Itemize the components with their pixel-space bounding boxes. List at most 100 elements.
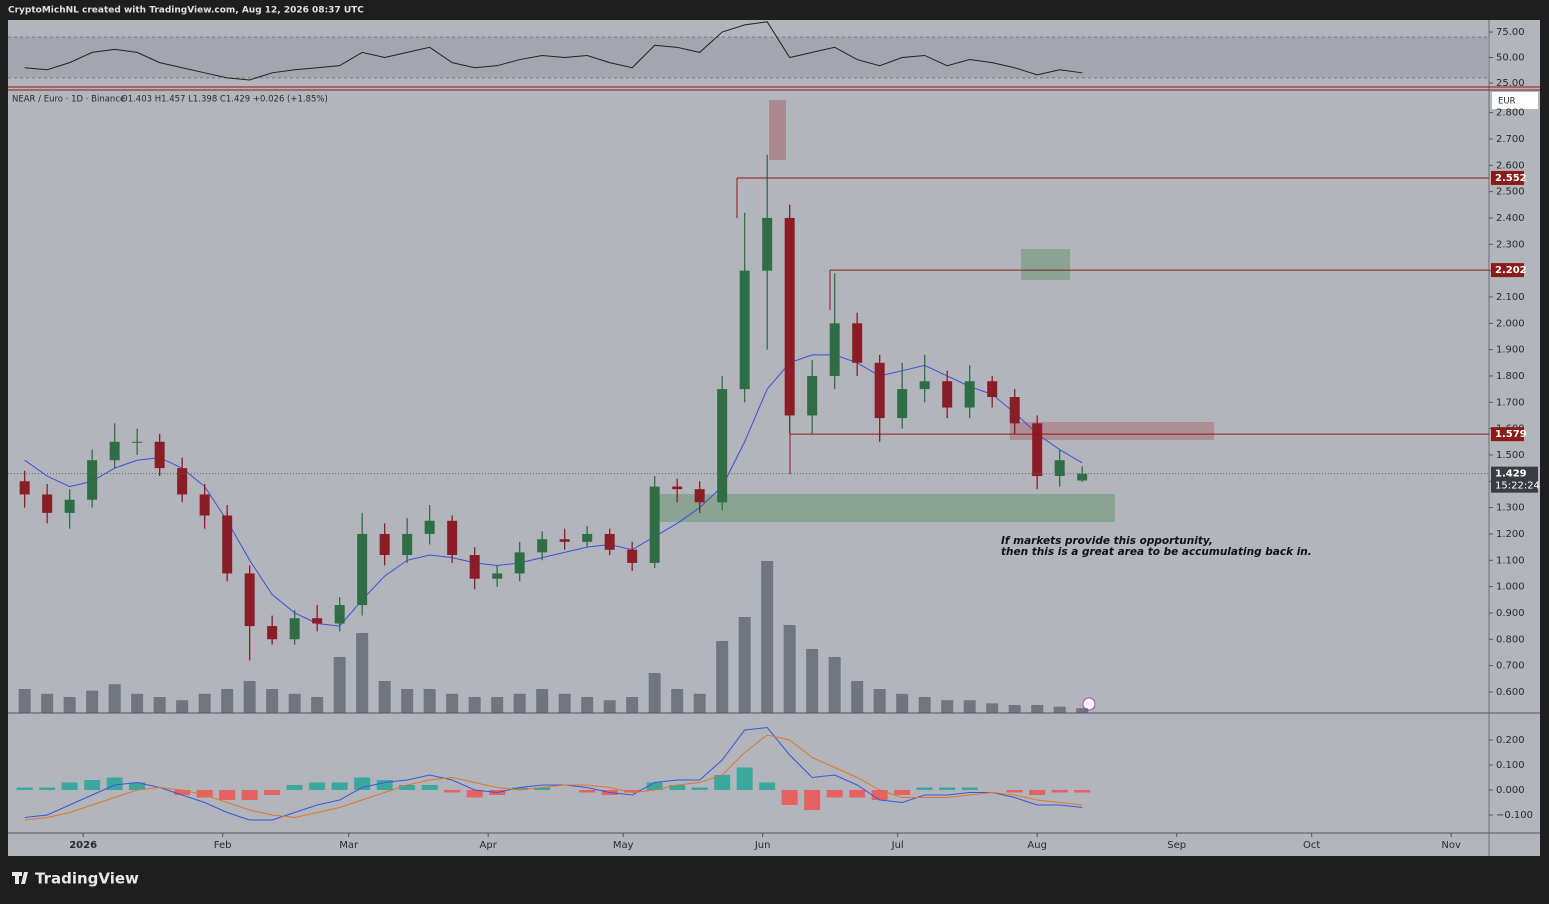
volume-bar [108, 684, 121, 713]
volume-bar [86, 690, 99, 713]
candle-body [357, 533, 368, 606]
macd-histogram [916, 787, 933, 790]
candle-body [334, 605, 345, 624]
macd-histogram [714, 775, 731, 790]
annotation: If markets provide this opportunity, [1001, 535, 1213, 547]
volume-bar [176, 700, 189, 713]
currency: EUR [1498, 97, 1516, 107]
candle-body [852, 323, 863, 363]
macd-histogram [444, 790, 461, 793]
macd-histogram [61, 782, 78, 790]
zone-box [1010, 422, 1214, 440]
candle-body [762, 217, 773, 271]
price-label: 1.429 [1495, 469, 1527, 480]
y-tick-label: 2.700 [1496, 134, 1525, 145]
candle-body [222, 515, 233, 574]
macd-histogram [939, 787, 956, 790]
volume-bar [626, 697, 639, 713]
y-tick-label: 0.100 [1496, 760, 1525, 771]
zone-box [650, 494, 1115, 522]
y-tick-label: 0.800 [1496, 634, 1525, 645]
x-tick-label: Aug [1027, 840, 1047, 851]
x-tick-label: May [613, 840, 634, 851]
volume-bar [153, 697, 166, 713]
candle-body [379, 533, 390, 556]
volume-bar [806, 649, 819, 713]
macd-histogram [1006, 790, 1023, 793]
volume-bar [761, 561, 774, 713]
y-tick-label: 1.200 [1496, 529, 1525, 540]
y-tick-label: 0.700 [1496, 661, 1525, 672]
signal-line [24, 734, 1083, 821]
volume-bar [221, 689, 234, 713]
candle-body [402, 533, 413, 556]
volume-bar [783, 625, 796, 713]
volume-bar [333, 657, 346, 713]
level-label: 2.202 [1495, 265, 1527, 276]
candle-body [289, 618, 300, 640]
candle-body [244, 573, 255, 627]
volume-bar [63, 697, 76, 713]
y-tick-label: 1.500 [1496, 450, 1525, 461]
volume-bar [716, 641, 729, 713]
event-icon[interactable] [1082, 697, 1096, 711]
macd-histogram [264, 790, 281, 795]
x-tick-label: Feb [214, 840, 232, 851]
candle-body [627, 549, 638, 563]
rsi-band [8, 37, 1489, 78]
y-tick-label: 0.600 [1496, 687, 1525, 698]
macd-histogram [669, 785, 686, 790]
x-tick-label: 2026 [69, 840, 97, 851]
volume-bar [288, 693, 301, 713]
macd-histogram [849, 790, 866, 798]
rsi-line [24, 21, 1083, 81]
y-tick-label: 1.300 [1496, 503, 1525, 514]
macd-histogram [961, 787, 978, 790]
candle-body [492, 573, 503, 579]
y-tick-label: 1.700 [1496, 397, 1525, 408]
candle-body [559, 539, 570, 542]
volume-bar [446, 693, 459, 713]
candle-body [514, 552, 525, 574]
macd-histogram [579, 790, 596, 793]
candle-body [717, 389, 728, 503]
volume-bar [738, 617, 751, 713]
candle-body [739, 270, 750, 390]
y-tick-label: 0.900 [1496, 608, 1525, 619]
y-tick-label: 1.900 [1496, 345, 1525, 356]
brand: TradingView [35, 870, 139, 888]
x-tick-label: Jul [891, 840, 904, 851]
price-label-box [1491, 466, 1538, 493]
level-label-box [1491, 427, 1524, 442]
macd-histogram [691, 787, 708, 790]
macd-histogram [286, 785, 303, 790]
candle-body [604, 533, 615, 550]
level-label-box [1491, 263, 1524, 278]
macd-histogram [376, 780, 393, 790]
candle-body [987, 381, 998, 398]
volume-bar [828, 657, 841, 713]
countdown: 15:22:24 [1495, 481, 1540, 492]
y-tick-label: 2.400 [1496, 213, 1525, 224]
candle-body [649, 486, 660, 563]
y-tick-label: 0.200 [1496, 735, 1525, 746]
macd-histogram [354, 777, 371, 790]
candle-body [582, 533, 593, 542]
candle-body [942, 381, 953, 408]
candle-body [829, 323, 840, 376]
volume-bar [873, 689, 886, 713]
volume-bar [536, 689, 549, 713]
y-tick-label: 2.300 [1496, 239, 1525, 250]
volume-bar [581, 697, 594, 713]
macd-histogram [1074, 790, 1091, 793]
volume-bar [603, 700, 616, 713]
moving-average [24, 354, 1083, 627]
candle-body [312, 618, 323, 624]
y-tick-label: 25.00 [1496, 78, 1525, 89]
y-tick-label: 2.500 [1496, 187, 1525, 198]
candle-body [64, 499, 75, 513]
candle-body [1032, 423, 1043, 477]
y-tick-label: 1.100 [1496, 555, 1525, 566]
macd-line [24, 726, 1083, 821]
